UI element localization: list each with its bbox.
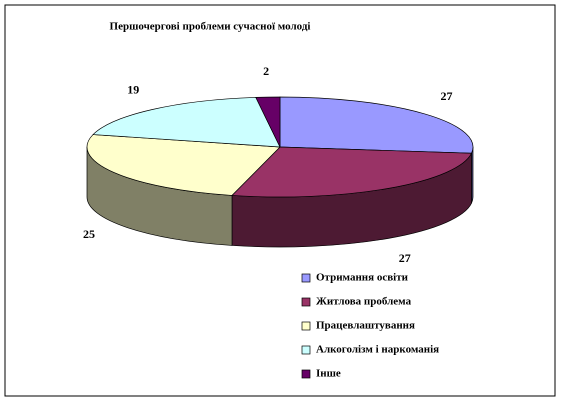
slice <box>231 146 473 198</box>
legend-swatch <box>301 321 311 331</box>
legend-swatch <box>301 345 311 355</box>
data-label: 2 <box>263 64 269 78</box>
slice <box>86 134 281 196</box>
data-label: 19 <box>127 82 139 96</box>
legend-label: Отримання освіти <box>316 272 409 284</box>
legend-label: Інше <box>316 368 341 380</box>
legend-label: Працевлаштування <box>316 320 415 332</box>
labels: 27 27 25 19 2 <box>83 64 453 265</box>
legend-label: Алкоголізм і наркоманія <box>316 344 439 356</box>
pie-tops <box>86 96 474 198</box>
data-label: 25 <box>83 227 95 241</box>
legend-swatch <box>301 369 311 379</box>
data-label: 27 <box>440 89 452 103</box>
legend-swatch <box>301 297 311 307</box>
slice <box>255 96 281 148</box>
data-label: 27 <box>399 251 411 265</box>
legend: Отримання освіти Житлова проблема Працевла… <box>301 272 439 380</box>
slice <box>279 96 474 154</box>
legend-label: Житлова проблема <box>316 296 412 308</box>
chart-title: Першочергові проблеми сучасної молоді <box>110 21 311 33</box>
slice <box>92 97 281 148</box>
legend-swatch <box>301 273 311 283</box>
